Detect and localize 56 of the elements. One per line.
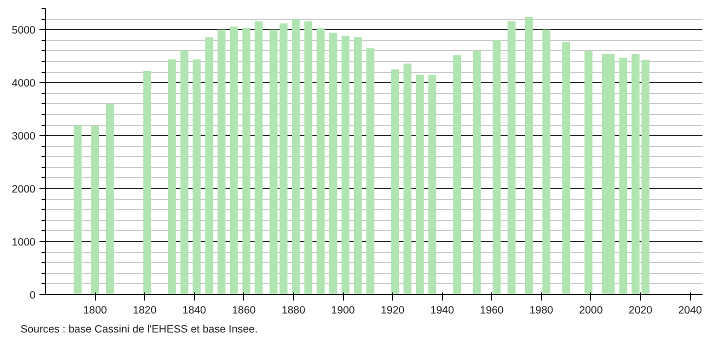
bar: [428, 74, 436, 294]
bar: [205, 37, 214, 294]
bar: [524, 16, 533, 294]
x-tick-label: 1880: [282, 304, 306, 316]
bar: [562, 42, 570, 294]
y-tick-label: 0: [30, 290, 36, 302]
bar: [391, 69, 400, 294]
x-tick-label: 1800: [83, 304, 108, 316]
y-tick-label: 2000: [12, 184, 36, 196]
bar: [280, 23, 288, 294]
bar: [218, 30, 226, 294]
bar: [106, 104, 114, 294]
y-tick-label: 5000: [12, 24, 36, 37]
x-tick-label: 1920: [380, 304, 405, 316]
bar: [316, 28, 325, 294]
bar: [304, 21, 312, 294]
bar: [242, 28, 250, 294]
bar: [416, 74, 424, 294]
bar: [642, 60, 650, 294]
x-tick-label: 1960: [480, 304, 504, 316]
bar: [180, 50, 188, 294]
bar: [74, 126, 82, 294]
x-tick-label: 1900: [331, 304, 355, 316]
bar: [632, 54, 640, 294]
x-tick-label: 2000: [579, 304, 603, 316]
bar: [354, 37, 362, 294]
y-tick-label: 3000: [12, 130, 36, 143]
bar: [366, 48, 374, 294]
x-tick-label: 1940: [430, 304, 454, 316]
bar: [168, 59, 176, 294]
bar: [192, 59, 201, 294]
source-note: Sources : base Cassini de l'EHESS et base Insee.: [20, 324, 258, 336]
x-tick-label: 1860: [232, 304, 256, 316]
y-tick-label: 1000: [12, 236, 36, 249]
bar: [230, 26, 238, 294]
bar: [342, 36, 350, 294]
bar: [508, 21, 516, 294]
x-tick-label: 1820: [132, 304, 157, 316]
bar: [542, 30, 550, 294]
bar: [619, 58, 628, 294]
bar: [91, 126, 100, 294]
bar: [492, 40, 501, 294]
x-tick-label: 2040: [678, 304, 702, 316]
bar: [292, 19, 300, 294]
bar: [254, 21, 263, 294]
x-tick-label: 2020: [628, 304, 652, 316]
bar: [584, 50, 592, 294]
bar: [143, 70, 152, 294]
x-tick-label: 1980: [529, 304, 554, 316]
bar: [329, 32, 338, 294]
bar: [270, 30, 278, 294]
y-tick-label: 4000: [12, 78, 36, 90]
x-tick-label: 1840: [182, 304, 206, 316]
bar: [472, 50, 481, 294]
bar: [453, 55, 462, 294]
bar: [404, 64, 412, 294]
